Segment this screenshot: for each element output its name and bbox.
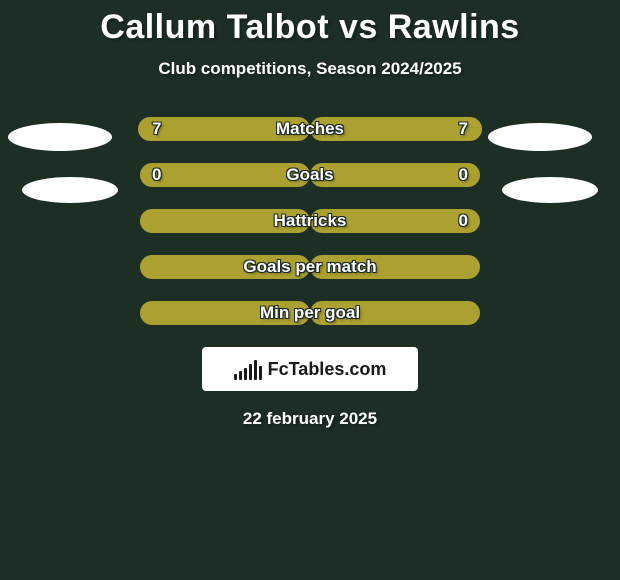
page-title: Callum Talbot vs Rawlins xyxy=(0,0,620,47)
logo-bars-icon xyxy=(234,358,262,380)
bar-right xyxy=(310,117,482,141)
bar-left xyxy=(140,255,310,279)
stat-row: Hattricks0 xyxy=(0,209,620,235)
bar-left xyxy=(138,117,310,141)
logo-text: FcTables.com xyxy=(268,359,387,380)
portrait-placeholder xyxy=(488,123,592,151)
bar-right xyxy=(310,255,480,279)
stat-row: Goals per match xyxy=(0,255,620,281)
bar-right xyxy=(310,209,480,233)
portrait-placeholder xyxy=(8,123,112,151)
bar-right xyxy=(310,163,480,187)
stat-row: Min per goal xyxy=(0,301,620,327)
subtitle: Club competitions, Season 2024/2025 xyxy=(0,59,620,79)
bar-left xyxy=(140,163,310,187)
bar-left xyxy=(140,209,310,233)
bar-right xyxy=(310,301,480,325)
portrait-placeholder xyxy=(502,177,598,203)
snapshot-date: 22 february 2025 xyxy=(0,409,620,429)
bar-left xyxy=(140,301,310,325)
source-logo: FcTables.com xyxy=(202,347,418,391)
portrait-placeholder xyxy=(22,177,118,203)
comparison-infocard: Callum Talbot vs Rawlins Club competitio… xyxy=(0,0,620,580)
